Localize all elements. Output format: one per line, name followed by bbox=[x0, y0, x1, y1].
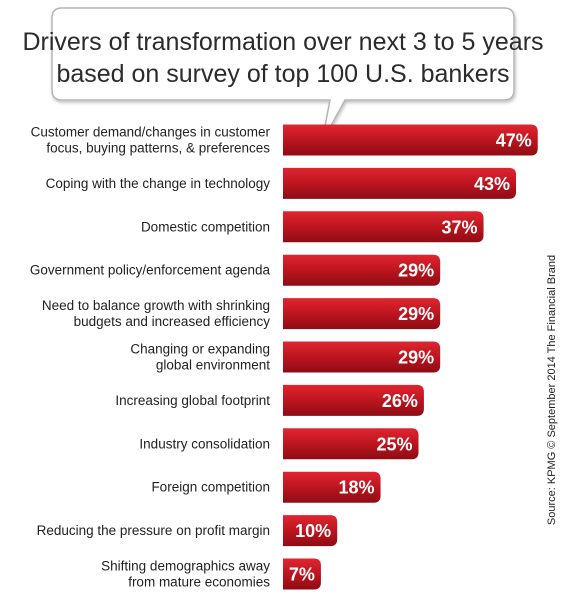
value-label-8: 18% bbox=[339, 478, 375, 498]
category-label-10-line-0: Shifting demographics away bbox=[101, 559, 270, 574]
bar-10 bbox=[283, 558, 321, 590]
category-label-0-line-0: Customer demand/changes in customer bbox=[31, 125, 271, 140]
bar-4 bbox=[283, 298, 441, 330]
category-label-4-line-0: Need to balance growth with shrinking bbox=[42, 298, 270, 313]
bar-9 bbox=[283, 515, 338, 547]
value-label-6: 26% bbox=[382, 391, 418, 411]
value-label-3: 29% bbox=[398, 261, 434, 281]
bars-group: 47% Customer demand/changes in customerfo… bbox=[30, 124, 538, 590]
bar-1 bbox=[283, 167, 517, 199]
category-label-7-line-0: Industry consolidation bbox=[139, 436, 270, 451]
bar-7 bbox=[283, 428, 419, 460]
category-label-3-line-0: Government policy/enforcement agenda bbox=[30, 263, 271, 278]
bar-3 bbox=[283, 254, 441, 286]
category-label-9-line-0: Reducing the pressure on profit margin bbox=[37, 523, 270, 538]
category-label-10-line-1: from mature economies bbox=[128, 575, 270, 590]
title-bubble: Drivers of transformation over next 3 to… bbox=[22, 7, 544, 143]
category-label-8-line-0: Foreign competition bbox=[151, 480, 270, 495]
bar-0 bbox=[283, 124, 538, 156]
chart-title-line-1: Drivers of transformation over next 3 to… bbox=[22, 28, 543, 56]
category-label-0-line-1: focus, buying patterns, & preferences bbox=[46, 141, 270, 156]
value-label-0: 47% bbox=[496, 131, 532, 151]
bar-2 bbox=[283, 211, 484, 243]
bar-8 bbox=[283, 471, 381, 503]
category-label-1-line-0: Coping with the change in technology bbox=[46, 176, 271, 191]
category-label-5-line-0: Changing or expanding bbox=[130, 342, 270, 357]
value-label-9: 10% bbox=[295, 521, 331, 541]
speech-bubble bbox=[51, 7, 515, 143]
category-label-4-line-1: budgets and increased efficiency bbox=[74, 314, 271, 329]
value-label-4: 29% bbox=[398, 304, 434, 324]
value-label-7: 25% bbox=[376, 434, 412, 454]
category-label-2-line-0: Domestic competition bbox=[141, 219, 270, 234]
source-note: Source: KPMG © September 2014 The Financ… bbox=[546, 255, 558, 525]
bar-5 bbox=[283, 341, 441, 373]
category-label-6-line-0: Increasing global footprint bbox=[115, 393, 270, 408]
value-label-1: 43% bbox=[474, 174, 510, 194]
value-label-10: 7% bbox=[289, 565, 315, 585]
chart-title-line-2: based on survey of top 100 U.S. bankers bbox=[56, 60, 509, 88]
bar-6 bbox=[283, 384, 424, 416]
value-label-2: 37% bbox=[442, 217, 478, 237]
category-label-5-line-1: global environment bbox=[156, 358, 270, 373]
value-label-5: 29% bbox=[398, 348, 434, 368]
